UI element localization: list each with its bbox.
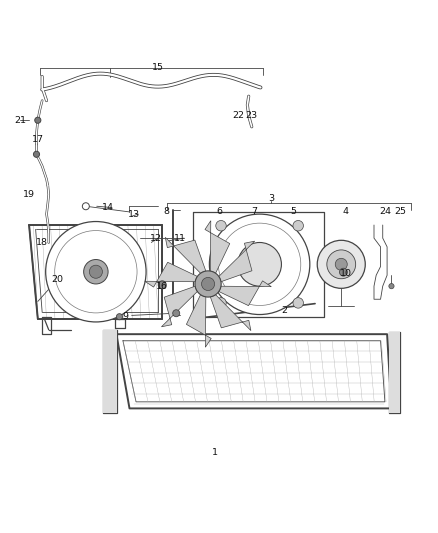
Circle shape xyxy=(117,313,123,320)
Circle shape xyxy=(46,222,146,322)
Circle shape xyxy=(335,259,347,270)
Text: 3: 3 xyxy=(268,195,275,203)
Text: 4: 4 xyxy=(343,207,349,216)
Circle shape xyxy=(84,260,108,284)
Text: 8: 8 xyxy=(164,207,170,216)
Text: 25: 25 xyxy=(394,207,406,216)
Polygon shape xyxy=(145,262,198,287)
Text: 12: 12 xyxy=(150,233,162,243)
Text: 17: 17 xyxy=(32,135,44,144)
Circle shape xyxy=(216,221,226,231)
Text: 1: 1 xyxy=(212,448,218,457)
Circle shape xyxy=(33,151,39,157)
Circle shape xyxy=(82,203,89,210)
Polygon shape xyxy=(389,332,400,413)
Text: 2: 2 xyxy=(282,305,287,314)
Text: 6: 6 xyxy=(216,207,222,216)
Circle shape xyxy=(201,277,215,290)
Polygon shape xyxy=(165,237,206,273)
Text: 24: 24 xyxy=(379,207,391,216)
Polygon shape xyxy=(210,295,251,330)
Text: 11: 11 xyxy=(174,233,186,243)
Text: 18: 18 xyxy=(36,238,48,247)
Text: 5: 5 xyxy=(290,207,296,216)
Circle shape xyxy=(293,297,304,308)
Circle shape xyxy=(216,297,226,308)
Polygon shape xyxy=(103,330,117,413)
Text: 7: 7 xyxy=(251,207,257,216)
Circle shape xyxy=(317,240,365,288)
Circle shape xyxy=(35,117,41,123)
Circle shape xyxy=(327,250,356,279)
Circle shape xyxy=(389,284,394,289)
Text: 20: 20 xyxy=(51,275,64,284)
Text: 15: 15 xyxy=(152,63,164,72)
Text: 22: 22 xyxy=(233,111,245,120)
Polygon shape xyxy=(219,281,271,305)
Text: 14: 14 xyxy=(102,203,114,212)
Polygon shape xyxy=(187,295,211,347)
Circle shape xyxy=(55,231,137,313)
Text: 19: 19 xyxy=(23,190,35,199)
Circle shape xyxy=(209,214,310,314)
Polygon shape xyxy=(219,241,255,282)
Circle shape xyxy=(195,271,221,297)
Circle shape xyxy=(89,265,102,278)
Text: 10: 10 xyxy=(339,269,352,278)
Circle shape xyxy=(238,243,282,286)
Circle shape xyxy=(158,281,166,289)
Text: 23: 23 xyxy=(246,111,258,120)
Circle shape xyxy=(293,221,304,231)
Circle shape xyxy=(173,310,180,317)
Text: 16: 16 xyxy=(156,281,168,290)
Text: 9: 9 xyxy=(122,312,128,321)
Text: 21: 21 xyxy=(14,116,26,125)
Circle shape xyxy=(219,223,301,305)
Polygon shape xyxy=(205,221,230,273)
Text: 13: 13 xyxy=(128,209,140,219)
Polygon shape xyxy=(162,286,198,327)
Circle shape xyxy=(339,268,347,276)
